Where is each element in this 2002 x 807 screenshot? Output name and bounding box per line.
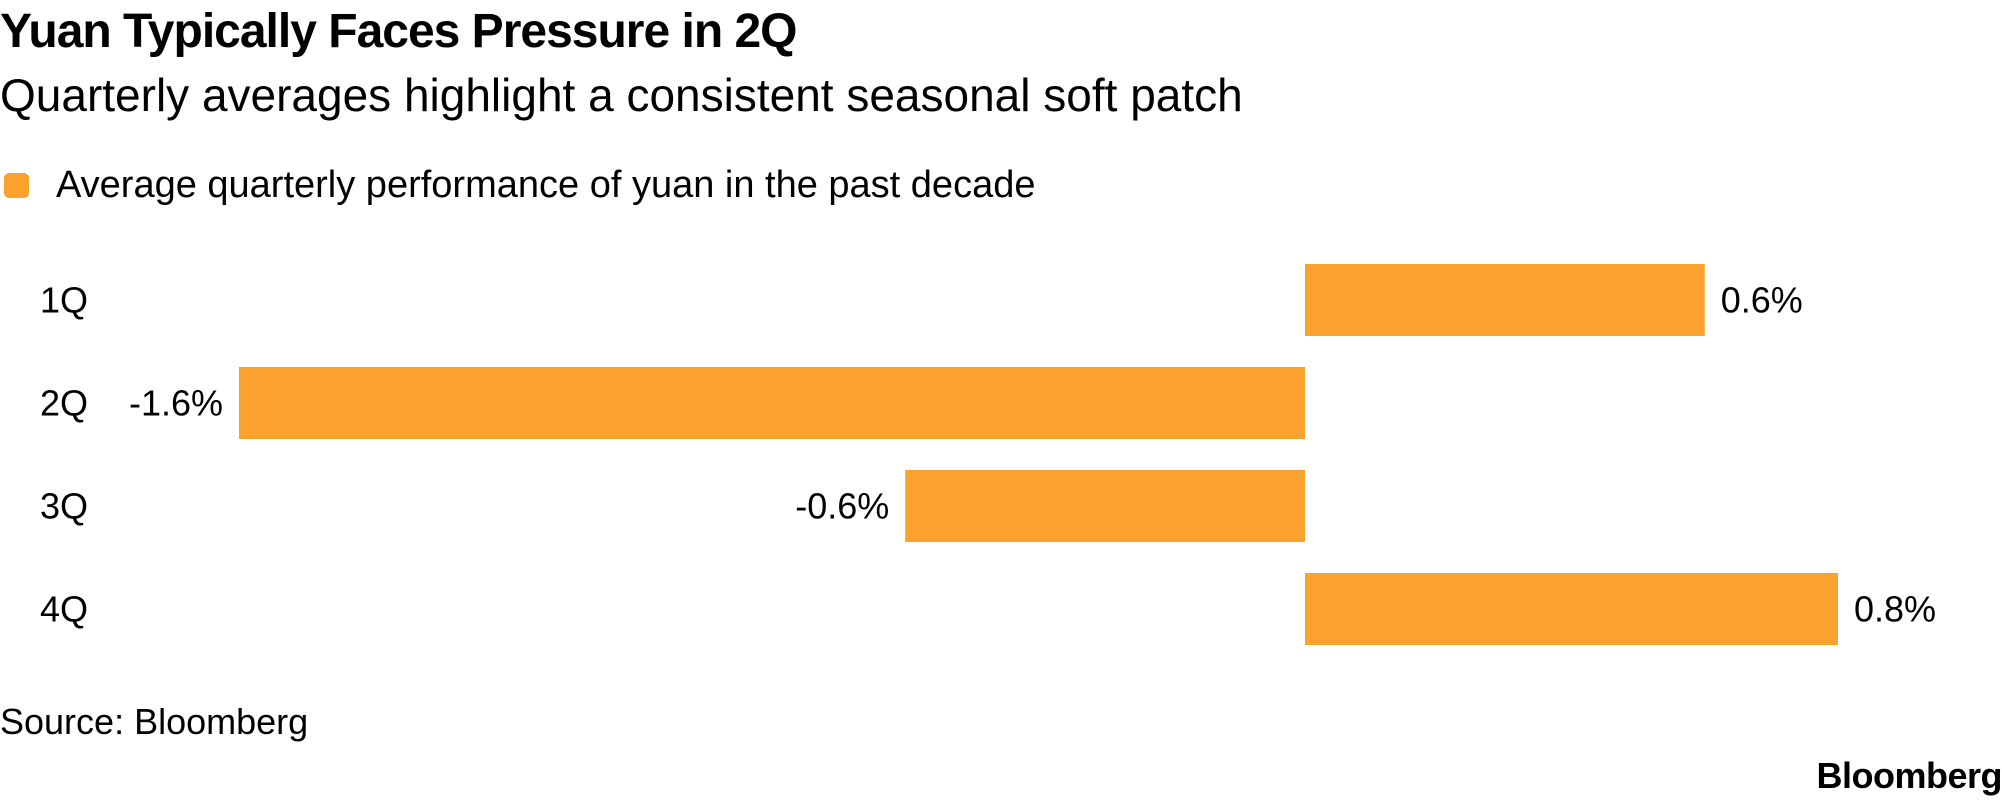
legend: Average quarterly performance of yuan in…: [0, 162, 1035, 208]
legend-swatch: [4, 172, 29, 198]
bar-chart: 1Q 0.6% 2Q -1.6% 3Q -0.6% 4Q 0.8%: [40, 264, 1936, 645]
bar-3q: [905, 470, 1305, 542]
value-label-1q: 0.6%: [1721, 280, 1803, 321]
bloomberg-logo: Bloomberg: [1816, 755, 2002, 796]
value-label-4q: 0.8%: [1854, 589, 1936, 630]
chart-subtitle: Quarterly averages highlight a consisten…: [0, 69, 1243, 121]
category-label-2q: 2Q: [40, 383, 88, 424]
category-label-3q: 3Q: [40, 486, 88, 527]
source-note: Source: Bloomberg: [0, 701, 309, 742]
bar-2q: [239, 367, 1305, 439]
chart-title: Yuan Typically Faces Pressure in 2Q: [0, 5, 798, 58]
bar-1q: [1305, 264, 1705, 336]
value-label-2q: -1.6%: [129, 383, 223, 424]
category-label-4q: 4Q: [40, 589, 88, 630]
bar-4q: [1305, 573, 1838, 645]
legend-label: Average quarterly performance of yuan in…: [56, 163, 1036, 206]
value-label-3q: -0.6%: [795, 486, 889, 527]
category-label-1q: 1Q: [40, 280, 88, 321]
